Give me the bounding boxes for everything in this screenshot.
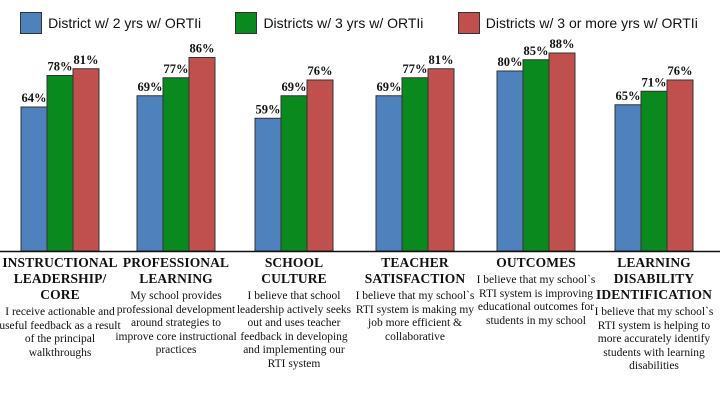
data-label: 86%	[190, 42, 215, 56]
legend-label-series-1: District w/ 2 yrs w/ ORTIi	[48, 15, 202, 31]
data-label: 81%	[429, 53, 454, 67]
bar-2-cat-6	[640, 90, 668, 252]
bar-1-cat-5	[496, 70, 524, 252]
data-label: 81%	[74, 53, 99, 67]
data-label: 59%	[256, 102, 281, 116]
category-learning-disability-identification: LEARNING DISABILITY IDENTIFICATION I bel…	[593, 255, 715, 374]
category-description: I believe that my school`s RTI system is…	[594, 306, 714, 372]
data-label: 69%	[282, 80, 307, 94]
category-title: TEACHER SATISFACTION	[364, 255, 466, 286]
category-title: SCHOOL CULTURE	[261, 255, 327, 286]
data-label: 78%	[48, 60, 73, 74]
legend-item-series-1: District w/ 2 yrs w/ ORTIi	[20, 12, 201, 34]
legend-label-series-2: Districts w/ 3 yrs w/ ORTIi	[263, 15, 424, 31]
bar-3-cat-6	[666, 79, 694, 252]
data-label: 69%	[138, 80, 163, 94]
bar-3-cat-1	[72, 68, 100, 252]
data-label: 64%	[22, 91, 47, 105]
data-label: 88%	[550, 37, 575, 51]
bar-1-cat-2	[136, 95, 164, 252]
data-label: 71%	[642, 75, 667, 89]
bar-2-cat-4	[401, 77, 429, 252]
data-label: 76%	[308, 64, 333, 78]
legend-item-series-3: Districts w/ 3 or more yrs w/ ORTIi	[457, 12, 698, 34]
bar-3-cat-3	[306, 79, 334, 252]
category-teacher-satisfaction: TEACHER SATISFACTION I believe that my s…	[354, 255, 476, 344]
data-label: 77%	[164, 62, 189, 76]
legend-label-series-3: Districts w/ 3 or more yrs w/ ORTIi	[485, 15, 698, 31]
data-label: 65%	[616, 89, 641, 103]
bar-3-cat-4	[427, 68, 455, 252]
legend-item-series-2: Districts w/ 3 yrs w/ ORTIi	[235, 12, 423, 34]
data-label: 76%	[668, 64, 693, 78]
chart-legend: District w/ 2 yrs w/ ORTIi Districts w/ …	[3, 9, 715, 37]
bar-1-cat-3	[254, 117, 282, 252]
data-label: 85%	[524, 44, 549, 58]
bar-3-cat-5	[548, 52, 576, 252]
category-description: I believe that my school`s RTI system is…	[355, 290, 475, 343]
category-title: OUTCOMES	[496, 255, 576, 270]
category-outcomes: OUTCOMES I believe that my school`s RTI …	[475, 255, 597, 328]
bar-3-cat-2	[188, 57, 216, 252]
category-description: I believe that school leadership activel…	[236, 290, 352, 370]
legend-swatch-series-3	[457, 12, 480, 34]
bar-2-cat-5	[522, 59, 550, 252]
category-description: My school provides professional developm…	[115, 290, 237, 356]
bar-2-cat-2	[162, 77, 190, 252]
bar-2-cat-1	[46, 75, 74, 252]
category-title: LEARNING DISABILITY IDENTIFICATION	[596, 255, 712, 302]
data-label: 80%	[498, 55, 523, 69]
category-description: I receive actionable and useful feedback…	[0, 306, 121, 359]
category-title: INSTRUCTIONAL LEADERSHIP/ CORE	[2, 255, 118, 302]
category-description: I believe that my school`s RTI system is…	[476, 274, 596, 327]
bar-2-cat-3	[280, 95, 308, 252]
bar-1-cat-4	[375, 95, 403, 252]
legend-swatch-series-1	[20, 12, 43, 34]
category-title: PROFESSIONAL LEARNING	[122, 255, 230, 286]
bar-1-cat-6	[614, 104, 642, 252]
category-school-culture: SCHOOL CULTURE I believe that school lea…	[233, 255, 355, 371]
data-label: 77%	[403, 62, 428, 76]
legend-swatch-series-2	[235, 12, 258, 34]
category-professional-learning: PROFESSIONAL LEARNING My school provides…	[115, 255, 237, 358]
category-instructional-leadership: INSTRUCTIONAL LEADERSHIP/ CORE I receive…	[0, 255, 121, 360]
bar-1-cat-1	[20, 106, 48, 252]
data-label: 69%	[377, 80, 402, 94]
